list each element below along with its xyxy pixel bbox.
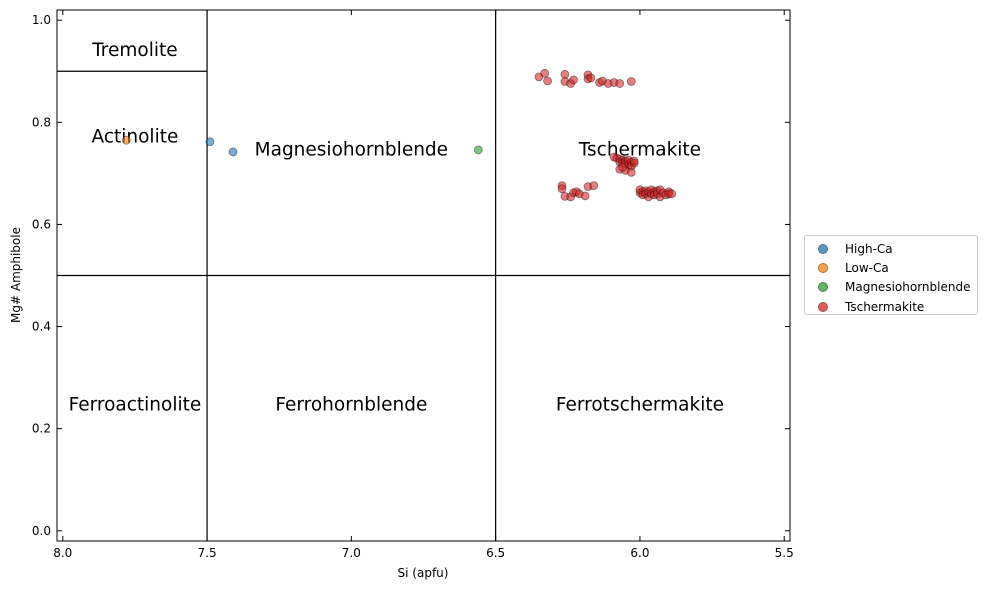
data-point — [626, 77, 636, 86]
field-label-ferrotschermakite: Ferrotschermakite — [556, 395, 724, 416]
x-tick-label: 7.5 — [198, 546, 217, 560]
x-tick-label: 8.0 — [53, 546, 72, 560]
y-tick-label: 0.8 — [32, 115, 51, 129]
legend: High-Ca Low-Ca Magnesiohornblende Tschermak… — [804, 235, 978, 315]
y-tick-label: 0.4 — [32, 320, 51, 334]
series-magnesiohornblende — [473, 145, 483, 155]
data-point — [618, 162, 628, 172]
legend-marker — [818, 301, 828, 312]
data-point — [543, 76, 552, 86]
legend-marker — [818, 263, 828, 274]
data-points — [121, 68, 677, 202]
x-axis-ticks: 8.0 7.5 7.0 6.5 6.0 5.5 — [53, 10, 794, 560]
x-tick-label: 6.5 — [486, 546, 505, 560]
legend-item: Magnesiohornblende — [805, 278, 977, 297]
legend-label: Tschermakite — [845, 299, 925, 314]
legend-label: Magnesiohornblende — [845, 280, 971, 295]
legend-item: Low-Ca — [805, 258, 977, 277]
data-point — [540, 68, 550, 78]
data-point — [473, 145, 483, 155]
data-point — [586, 73, 596, 83]
data-point — [580, 191, 590, 201]
series-high-ca — [205, 137, 238, 157]
classification-boundaries — [57, 10, 790, 541]
legend-label: High-Ca — [845, 241, 893, 256]
y-tick-label: 0.2 — [32, 422, 51, 436]
plot-frame — [56, 9, 791, 542]
y-tick-label: 1.0 — [32, 13, 51, 27]
legend-marker — [818, 282, 828, 293]
y-axis-label: Mg# Amphibole — [9, 227, 23, 323]
data-point — [629, 156, 639, 166]
x-tick-label: 6.0 — [630, 546, 649, 560]
data-point — [615, 79, 625, 88]
data-point — [121, 135, 131, 145]
field-label-magnesiohornblende: Magnesiohornblende — [255, 139, 448, 160]
data-point — [228, 147, 238, 157]
series-tschermakite — [534, 68, 677, 202]
x-axis-label: Si (apfu) — [398, 566, 449, 580]
data-point — [626, 167, 636, 177]
field-label-ferrohornblende: Ferrohornblende — [275, 395, 427, 416]
data-point — [589, 181, 599, 191]
data-point — [569, 75, 578, 85]
field-label-tschermakite: Tschermakite — [578, 139, 701, 160]
y-tick-label: 0.0 — [32, 524, 51, 538]
field-labels: Tremolite Actinolite Magnesiohornblende Tsc… — [69, 40, 724, 416]
y-tick-label: 0.6 — [32, 217, 51, 231]
field-label-ferroactinolite: Ferroactinolite — [69, 395, 202, 416]
x-tick-label: 7.0 — [342, 546, 361, 560]
data-point — [557, 184, 567, 194]
field-label-actinolite: Actinolite — [91, 127, 178, 148]
field-label-tremolite: Tremolite — [91, 40, 177, 61]
data-point — [667, 189, 677, 199]
legend-marker — [818, 243, 828, 254]
y-axis-ticks: 0.0 0.2 0.4 0.6 0.8 1.0 — [32, 13, 790, 538]
x-tick-label: 5.5 — [775, 546, 794, 560]
series-low-ca — [121, 135, 131, 145]
data-point — [205, 137, 215, 147]
legend-label: Low-Ca — [845, 261, 889, 276]
legend-item: Tschermakite — [805, 297, 977, 316]
legend-item: High-Ca — [805, 239, 977, 258]
